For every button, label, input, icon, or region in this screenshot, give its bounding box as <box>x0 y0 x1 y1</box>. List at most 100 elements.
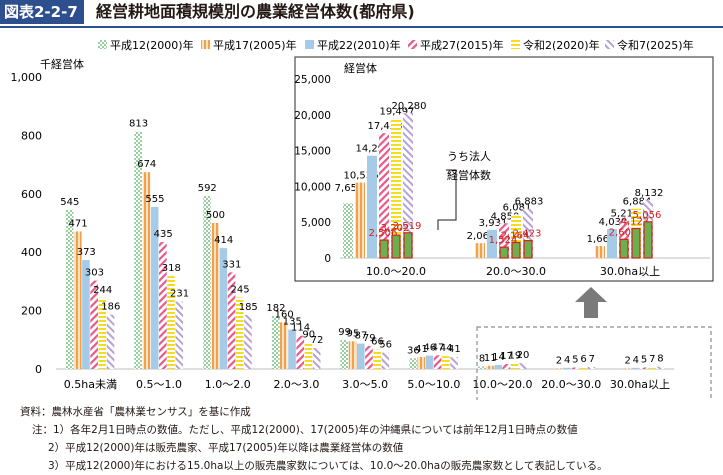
data-label: 186 <box>101 302 120 313</box>
x-tick-label: 0.5～1.0 <box>136 378 182 391</box>
data-label: 303 <box>85 268 104 279</box>
bar <box>587 366 596 369</box>
corporate-bar <box>511 241 521 259</box>
data-label: 11 <box>484 353 497 364</box>
corporate-data-label: 3,202 <box>381 223 410 234</box>
bar <box>554 368 563 369</box>
note-3: 3）平成12(2000)年における15.0ha以上の販売農家数については、10.… <box>48 460 608 472</box>
data-label: 114 <box>291 323 310 334</box>
bar <box>159 241 167 369</box>
legend-label: 平成22(2010)年 <box>317 38 401 52</box>
bar <box>381 352 390 369</box>
bar <box>271 315 280 369</box>
inset-y-tick-label: 25,000 <box>294 74 331 86</box>
main-chart: 千経営体02004006008001,000545471373303244186… <box>11 57 675 391</box>
data-label: 8 <box>479 354 485 365</box>
data-label: 20 <box>517 350 530 361</box>
inset-bar <box>511 214 521 258</box>
data-label: 555 <box>145 194 164 205</box>
bar <box>65 209 74 369</box>
bar <box>98 297 107 369</box>
x-tick-label: 10.0～20.0 <box>473 378 533 391</box>
data-label: 244 <box>93 285 112 296</box>
legend-label: 令和2(2020)年 <box>523 38 600 52</box>
inset-y-axis-title: 経営体 <box>344 61 377 75</box>
data-label: 245 <box>231 284 250 295</box>
legend-swatch <box>605 40 614 49</box>
y-tick-label: 400 <box>21 246 42 259</box>
legend: 平成12(2000)年 平成17(2005)年 平成22(2010)年 平成27(20… <box>98 38 694 52</box>
data-label: 17 <box>500 351 513 362</box>
data-label: 41 <box>415 344 428 355</box>
inset-bar <box>355 182 365 258</box>
corporate-bar <box>379 239 389 259</box>
inset-y-tick-label: 15,000 <box>294 146 331 158</box>
bar <box>563 367 571 369</box>
inset-bar <box>391 118 401 258</box>
farm-size-chart: 平成12(2000)年 平成17(2005)年 平成22(2010)年 平成27(20… <box>11 38 714 400</box>
data-label: 44 <box>440 343 453 354</box>
legend-label: 平成17(2005)年 <box>213 38 297 52</box>
bar <box>417 357 426 369</box>
inset-data-label: 10,536 <box>344 171 379 182</box>
data-label: 90 <box>302 330 315 341</box>
y-tick-label: 200 <box>21 305 42 318</box>
data-label: 99 <box>338 327 351 338</box>
inset-y-tick-label: 20,000 <box>294 110 331 122</box>
bar <box>502 364 511 369</box>
inset-data-label: 1,668 <box>587 234 616 245</box>
title-bar: 図表2-2-7 経営耕地面積規模別の農業経営体数(都府県) <box>0 0 723 28</box>
legend-swatch <box>201 40 210 49</box>
bar <box>409 358 417 369</box>
bar <box>134 131 143 369</box>
bar <box>244 314 252 369</box>
bar <box>477 366 486 369</box>
zoom-source-box <box>476 287 712 400</box>
data-label: 19 <box>508 350 521 361</box>
corporate-data-label: 2,506 <box>369 228 398 239</box>
inset-bar <box>379 133 389 258</box>
inset-data-label: 6,883 <box>515 197 544 208</box>
inset-data-label: 5,216 <box>611 209 640 220</box>
bar <box>639 367 648 369</box>
bar <box>288 329 296 369</box>
data-label: 500 <box>206 210 225 221</box>
bar <box>340 340 349 369</box>
data-label: 79 <box>363 333 376 344</box>
inset-data-label: 19,497 <box>380 106 415 117</box>
corporate-bar <box>499 246 509 259</box>
data-label: 160 <box>275 309 294 320</box>
annotation-line-2: 経営体数 <box>447 168 491 182</box>
inset-data-label: 20,280 <box>392 101 427 112</box>
inset-data-label: 6,081 <box>503 202 532 213</box>
legend-swatch <box>305 40 314 49</box>
data-label: 7 <box>649 354 655 365</box>
data-label: 36 <box>407 345 420 356</box>
data-label: 5 <box>641 355 647 366</box>
data-label: 135 <box>283 317 302 328</box>
figure-number: 図表2-2-7 <box>0 0 84 24</box>
data-label: 72 <box>311 335 324 346</box>
inset-y-tick-label: 5,000 <box>301 217 331 229</box>
bar <box>442 356 450 369</box>
bar <box>73 231 82 369</box>
data-label: 185 <box>239 302 258 313</box>
bar <box>106 314 115 369</box>
inset-y-tick-label: 10,000 <box>294 181 331 193</box>
bar <box>203 196 211 369</box>
corporate-data-label: 4,127 <box>621 216 650 227</box>
data-label: 5 <box>572 355 578 366</box>
inset-y-tick-label: 0 <box>324 253 331 265</box>
inset-data-label: 2,069 <box>467 231 496 242</box>
inset-data-label: 6,884 <box>623 197 652 208</box>
y-tick-label: 0 <box>35 363 42 376</box>
corporate-data-label: 2,164 <box>501 231 530 242</box>
annotation-bracket <box>437 169 457 230</box>
inset-x-tick-label: 30.0ha以上 <box>600 265 660 278</box>
bar <box>373 349 381 369</box>
x-tick-label: 0.5ha未満 <box>64 378 117 391</box>
inset-bar <box>499 223 509 258</box>
x-tick-label: 2.0～3.0 <box>273 378 319 391</box>
bar <box>486 365 494 369</box>
legend-swatch <box>511 40 520 49</box>
